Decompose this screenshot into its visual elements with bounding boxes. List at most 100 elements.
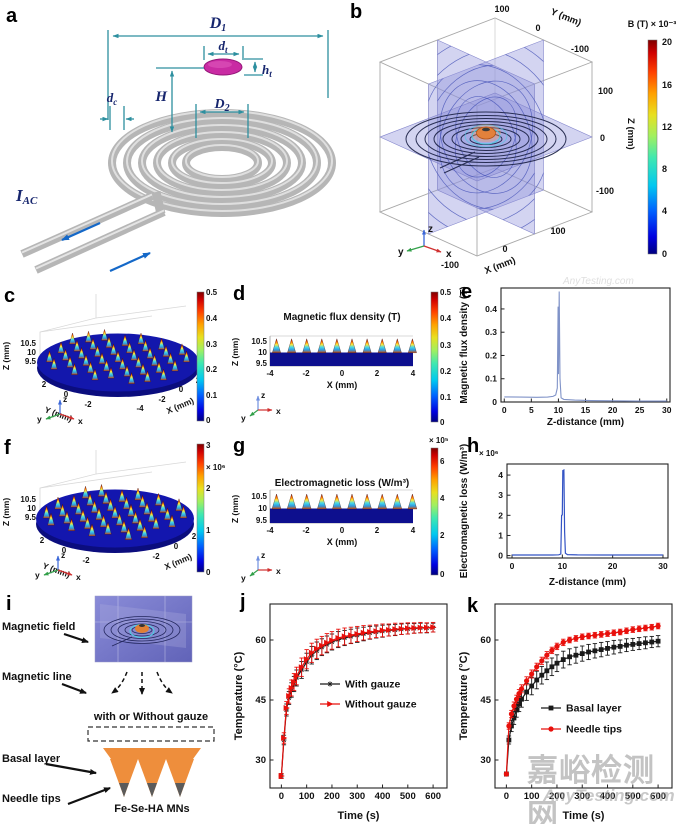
svg-text:0: 0 <box>279 791 284 802</box>
c-ytick-2: -2 <box>84 400 92 409</box>
svg-text:0.2: 0.2 <box>485 350 497 360</box>
panel-h: 0 10 20 30 0 1 2 3 4 Z-distance (mm) Electromagnet… <box>455 430 680 590</box>
triad-x-label: x <box>276 566 281 576</box>
legend-Basal layer: Basal layer <box>566 703 621 715</box>
flux-slice-graphic: Magnetic flux density (T) 10.5 10 9.5 Z … <box>230 288 452 427</box>
c-x-axis-label: X (mm) <box>165 395 196 416</box>
axis-triad: z y x <box>241 550 281 583</box>
triad-z-label: z <box>428 224 433 235</box>
needle-cones <box>42 483 188 540</box>
svg-text:600: 600 <box>650 791 666 802</box>
svg-text:0: 0 <box>498 551 503 561</box>
g-ztick-0: 10.5 <box>251 492 267 501</box>
b-xtick-1: 0 <box>502 244 507 254</box>
plot-frame <box>506 463 669 559</box>
basal-slab <box>270 508 413 523</box>
panel-g-letter: g <box>233 435 246 457</box>
dim-label-H: H <box>154 89 168 105</box>
panel-e-letter: e <box>461 281 473 303</box>
dim-label-D1: D1 <box>209 15 227 34</box>
svg-text:0: 0 <box>502 405 507 415</box>
cb-b-t5: 0 <box>662 249 667 259</box>
panel-a-letter: a <box>6 5 18 27</box>
panel-k-letter: k <box>467 595 479 617</box>
legend-Without gauze: Without gauze <box>345 699 417 711</box>
svg-text:0.4: 0.4 <box>485 304 497 314</box>
svg-text:60: 60 <box>255 635 266 646</box>
g-xtick-1: -2 <box>302 526 310 535</box>
cb-b-t1: 16 <box>662 80 672 90</box>
y-axis-label: Temperature (°C) <box>458 651 470 740</box>
cb-f-t2: 1 <box>206 526 211 535</box>
microneedle-patch <box>103 748 201 797</box>
label-needle-tips: Needle tips <box>2 793 61 805</box>
flux-disk-3d-graphic: 10.5 10 9.5 Z (mm) 2 0 -2 Y (mm) 2 0 -2 … <box>1 288 218 426</box>
cb-c-t2: 0.3 <box>206 340 218 349</box>
loss-slice-graphic: Electromagnetic loss (W/m³) 10.5 10 9.5 … <box>230 436 449 583</box>
f-ztick-1: 10 <box>27 504 36 513</box>
svg-text:15: 15 <box>581 405 591 415</box>
chart-temperature-gauze: 0 100 200 300 400 500 600 30 45 60 Time (s) Tempera… <box>233 603 448 822</box>
triad-y-label: y <box>241 413 246 423</box>
coil-leads <box>20 191 166 274</box>
x-axis-label: Time (s) <box>563 810 605 822</box>
f-ztick-0: 10.5 <box>20 495 36 504</box>
svg-text:100: 100 <box>299 791 315 802</box>
c-z-axis-label: Z (mm) <box>1 342 11 371</box>
field-3d-graphic: 100 0 -100 Y (mm) 100 0 -100 Z (mm) -100… <box>378 4 676 277</box>
svg-text:20: 20 <box>608 405 618 415</box>
panel-c-letter: c <box>4 285 16 307</box>
colorbar-g <box>430 447 439 576</box>
g-xtick-0: -4 <box>266 526 274 535</box>
backwall-grid <box>39 294 187 372</box>
dashed-field-lines <box>111 671 173 695</box>
c-ztick-2: 9.5 <box>25 357 37 366</box>
svg-text:0: 0 <box>504 791 509 802</box>
dim-label-D2: D2 <box>213 97 229 114</box>
cb-f-t0: 3 <box>206 441 211 450</box>
g-xtick-4: 4 <box>411 526 416 535</box>
current-arrow-in <box>109 251 151 273</box>
d-ztick-2: 9.5 <box>256 359 268 368</box>
label-gauze: with or Without gauze <box>93 711 208 723</box>
cb-d-t5: 0 <box>440 418 445 427</box>
cb-c-t3: 0.2 <box>206 365 218 374</box>
panel-e: 0 5 10 15 20 25 30 0 0.1 0.2 0.3 0.4 Z-distance (mm)… <box>455 280 680 430</box>
d-z-axis-label: Z (mm) <box>230 338 240 367</box>
label-basal-layer: Basal layer <box>2 753 61 765</box>
f-xtick-0: 2 <box>192 532 197 541</box>
arrow-basal-layer <box>45 762 97 775</box>
f-ytick-1: 0 <box>62 546 67 555</box>
cb-d-t1: 0.4 <box>440 314 452 323</box>
cb-d-t3: 0.2 <box>440 367 452 376</box>
axis-triad: y z x <box>398 224 452 260</box>
svg-text:0.1: 0.1 <box>485 374 497 384</box>
triad-x-label: x <box>78 416 83 426</box>
svg-text:100: 100 <box>524 791 540 802</box>
f-xtick-1: 0 <box>174 542 179 551</box>
svg-text:10: 10 <box>558 561 568 571</box>
panel-d-letter: d <box>233 283 246 305</box>
svg-text:25: 25 <box>635 405 645 415</box>
chart-loss-profile: 0 10 20 30 0 1 2 3 4 Z-distance (mm) Electromagnet… <box>459 444 669 588</box>
series-Magnetic flux density <box>504 291 667 402</box>
x-axis-label: Time (s) <box>338 810 380 822</box>
d-xtick-3: 2 <box>375 369 380 378</box>
svg-text:500: 500 <box>400 791 416 802</box>
panel-j: 0 100 200 300 400 500 600 30 45 60 Time (s) Tempera… <box>230 590 455 824</box>
needle-spikes <box>272 338 417 353</box>
svg-text:5: 5 <box>529 405 534 415</box>
label-magnetic-line: Magnetic line <box>2 671 72 683</box>
cb-c-t0: 0.5 <box>206 288 218 297</box>
b-ytick-1: 0 <box>535 23 540 33</box>
dim-label-dc: dc <box>107 90 118 107</box>
d-xtick-0: -4 <box>266 369 274 378</box>
dim-label-dt: dt <box>218 38 228 55</box>
triad-z-label: z <box>63 394 67 404</box>
x-axis-label: Z-distance (mm) <box>547 417 624 428</box>
d-ztick-0: 10.5 <box>251 337 267 346</box>
c-xtick-3: -4 <box>136 404 144 413</box>
g-ztick-2: 9.5 <box>256 516 268 525</box>
panel-f: 10.5 10 9.5 Z (mm) 2 0 -2 Y (mm) 2 0 -2 … <box>0 430 225 590</box>
